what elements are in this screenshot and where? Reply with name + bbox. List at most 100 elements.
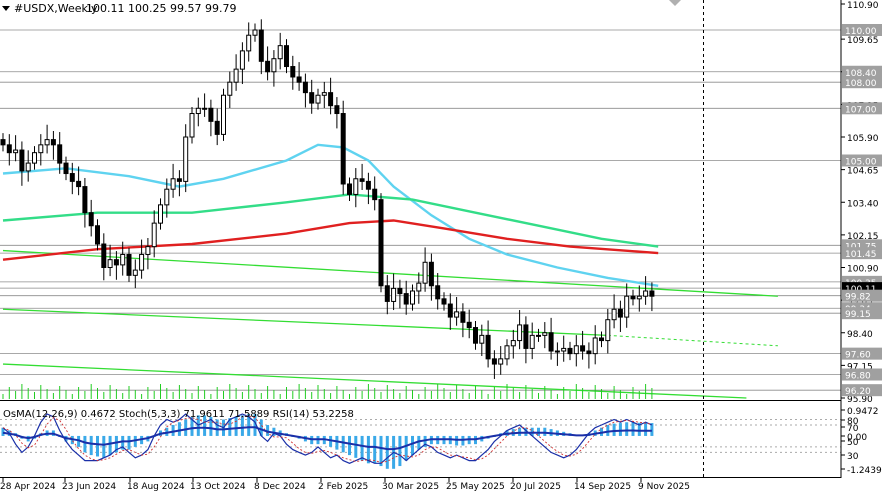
date-label: 20 Jul 2025 [510, 482, 561, 492]
candle-body [359, 178, 365, 182]
candle-body [567, 347, 573, 355]
price-tick-label: 109.65 [847, 36, 879, 46]
date-label: 8 Dec 2024 [254, 482, 306, 492]
moving-average-line [2, 219, 659, 261]
candle-body [586, 350, 592, 355]
candle-body [353, 178, 359, 195]
osma-bar [385, 435, 389, 469]
price-tick-label: 110.90 [847, 1, 879, 11]
candle-body [460, 311, 466, 323]
price-tick-label: 97.15 [847, 362, 873, 372]
osma-bar [228, 418, 232, 436]
candle-body [202, 107, 208, 110]
osma-bar [1, 427, 5, 436]
candle-body [164, 188, 170, 206]
candle-body [328, 92, 334, 107]
price-tick-label: 95.90 [847, 395, 873, 405]
candle-body [107, 259, 113, 269]
candle-body [611, 308, 617, 321]
level-tag [842, 347, 882, 360]
price-tick-label: 103.40 [847, 199, 879, 209]
osma-bar [190, 416, 194, 436]
candle-body [485, 334, 491, 360]
candle-body [542, 332, 548, 336]
date-label: 13 Oct 2024 [190, 482, 246, 492]
candle-body [44, 139, 50, 146]
candle-body [57, 144, 63, 164]
candle-body [510, 340, 516, 347]
osma-bar [644, 423, 648, 436]
candle-body [529, 334, 535, 349]
osma-bar [89, 435, 93, 456]
candle-body [410, 290, 415, 305]
candle-body [397, 287, 403, 295]
candle-body [309, 92, 315, 104]
level-tag-label: 97.60 [845, 351, 871, 361]
candle-body [126, 253, 132, 276]
level-tag-label: 108.00 [845, 79, 877, 89]
candle-body [617, 308, 623, 318]
candle-body [447, 303, 453, 318]
stoch-signal-line [2, 415, 652, 463]
osma-bar [247, 414, 251, 436]
osma-bar [77, 435, 81, 447]
osma-bar [637, 422, 641, 436]
osma-bar [335, 435, 339, 450]
trend-line [2, 363, 747, 399]
level-tag [842, 384, 882, 397]
level-tag-label: 96.80 [845, 372, 871, 382]
date-label: 23 Jun 2024 [62, 482, 116, 492]
candle-body [113, 259, 119, 266]
candle-body [6, 144, 12, 154]
dropdown-triangle-icon[interactable] [2, 6, 10, 11]
candle-body [573, 345, 579, 355]
date-label: 30 Mar 2025 [382, 482, 439, 492]
indicator-scale-label: 30 [847, 452, 859, 462]
candle-body [63, 162, 69, 175]
chart-header: #USDX,Weekly 100.11 100.25 99.57 99.79 [2, 2, 236, 15]
candle-body [95, 225, 100, 245]
indicator-scale-label: 0.00 [847, 433, 867, 443]
candle-body [454, 311, 460, 318]
date-label: 2 Feb 2025 [318, 482, 368, 492]
candle-body [517, 324, 523, 342]
osma-bar [171, 424, 175, 436]
osma-bar [177, 422, 181, 436]
candle-body [101, 243, 107, 269]
level-tag [842, 289, 882, 302]
osma-bar [348, 435, 351, 456]
ohlc-values: 100.11 100.25 99.57 99.79 [86, 2, 236, 15]
candle-body [340, 113, 346, 185]
osma-bar [121, 435, 125, 450]
osma-bar [606, 424, 610, 436]
candle-body [536, 334, 541, 337]
moving-average-line [2, 143, 659, 287]
price-tick-label: 100.90 [847, 265, 879, 275]
candle-body [19, 149, 25, 172]
price-tick-label: 98.40 [847, 330, 873, 340]
osma-bar [341, 435, 345, 453]
level-tag [842, 307, 882, 320]
candle-body [88, 212, 94, 227]
candle-body [139, 253, 145, 271]
candle-body [246, 34, 252, 52]
candle-body [258, 29, 264, 62]
candle-body [277, 45, 283, 60]
candle-body [132, 269, 138, 276]
price-tick-label: 104.65 [847, 167, 879, 177]
level-tag-label: 96.20 [845, 387, 871, 397]
candle-body [82, 186, 88, 214]
candle-body [422, 261, 428, 284]
candle-body [605, 319, 611, 342]
date-label: 28 Apr 2024 [0, 482, 56, 492]
candle-body [290, 66, 296, 78]
level-tag-label: 101.45 [845, 250, 877, 260]
trend-line [2, 249, 778, 297]
osma-bar [133, 435, 137, 447]
indicator-scale-label: 50 [847, 438, 859, 448]
shift-marker-icon[interactable] [669, 0, 681, 6]
candle-body [365, 180, 371, 190]
date-label: 14 Sep 2025 [574, 482, 631, 492]
